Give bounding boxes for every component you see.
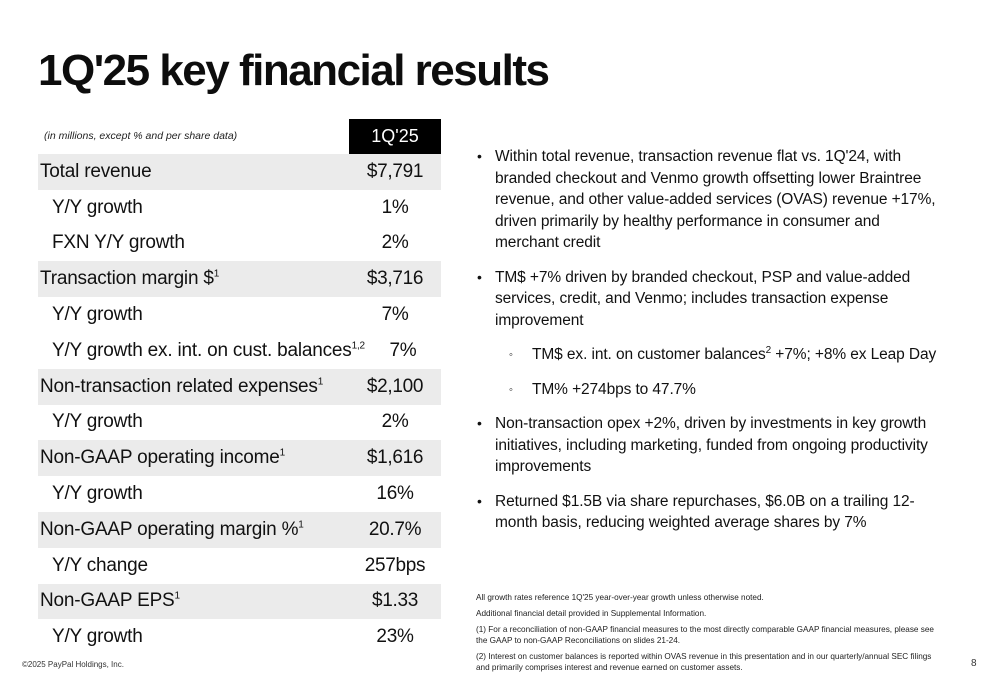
table-units-note: (in millions, except % and per share dat…	[44, 130, 238, 142]
bullet-text: Non-transaction opex +2%, driven by inve…	[495, 415, 928, 475]
row-label: Y/Y growth	[52, 196, 143, 218]
footnote-ref: 1	[298, 519, 304, 531]
bullet-text: TM$ +7% driven by branded checkout, PSP …	[495, 268, 911, 329]
table-row: Y/Y growth ex. int. on cust. balances1,2…	[38, 333, 441, 369]
footnote-ref: 1	[213, 268, 220, 280]
table-row: Y/Y growth 16%	[38, 476, 441, 512]
bullet-dot: •	[477, 415, 482, 431]
row-value: 20.7%	[368, 518, 422, 540]
bullet-share-repurchases: • Returned $1.5B via share repurchases, …	[474, 491, 944, 534]
row-label: Transaction margin $	[40, 268, 214, 290]
sub-bullet-dot: ◦	[509, 349, 513, 361]
row-label-group: Non-GAAP operating income1	[38, 447, 285, 469]
sub-bullet-customer-balances: ◦ TM$ ex. int. on customer balances2 +7%…	[474, 344, 944, 366]
row-value: $1.33	[371, 590, 419, 612]
footnote-supplemental: Additional financial detail provided in …	[476, 609, 707, 618]
row-value: 2%	[381, 411, 409, 433]
commentary-bullets: • Within total revenue, transaction reve…	[474, 146, 944, 547]
table-row: Non-transaction related expenses1 $2,100	[38, 368, 441, 405]
bullet-text: TM$ ex. int. on customer balances	[532, 346, 766, 363]
row-label-group: Non-GAAP EPS1	[38, 590, 180, 612]
table-row: Non-GAAP operating margin %1 20.7%	[38, 511, 441, 548]
bullet-text: TM% +274bps to 47.7%	[532, 380, 696, 398]
row-value: 7%	[389, 339, 417, 361]
footnote-ref: 1,2	[351, 340, 366, 352]
sub-bullet-tm-percent: ◦ TM% +274bps to 47.7%	[474, 379, 944, 401]
footnote-ref: 1	[279, 447, 286, 459]
row-value: $3,716	[366, 268, 424, 290]
sub-bullet-dot: ◦	[509, 383, 513, 396]
row-label: Y/Y growth	[52, 411, 143, 433]
bullet-transaction-margin: • TM$ +7% driven by branded checkout, PS…	[474, 267, 944, 332]
row-label-group: Non-transaction related expenses1	[38, 376, 323, 398]
table-row: Non-GAAP EPS1 $1.33	[38, 583, 441, 620]
row-value: $1,616	[366, 447, 424, 469]
row-label-group: Transaction margin $1	[38, 268, 219, 290]
table-row: Y/Y growth 1%	[38, 190, 441, 226]
row-value: 1%	[381, 196, 409, 218]
row-value: 23%	[376, 626, 414, 648]
copyright: ©2025 PayPal Holdings, Inc.	[22, 660, 124, 669]
row-label: Y/Y growth	[52, 483, 143, 505]
row-value: 16%	[376, 483, 414, 505]
period-column-header: 1Q'25	[349, 119, 441, 154]
row-label: Total revenue	[40, 160, 152, 182]
bullet-dot: •	[477, 148, 482, 164]
row-label-group: Non-GAAP operating margin %1	[38, 519, 304, 541]
bullet-revenue: • Within total revenue, transaction reve…	[474, 146, 944, 254]
table-header: (in millions, except % and per share dat…	[38, 117, 441, 154]
table-row: FXN Y/Y growth 2%	[38, 226, 441, 262]
table-row: Y/Y growth 23%	[38, 619, 441, 655]
footnote-2: (2) Interest on customer balances is rep…	[476, 652, 932, 672]
row-label-group: Y/Y growth ex. int. on cust. balances1,2	[38, 340, 365, 362]
row-value: $7,791	[366, 160, 424, 182]
row-label: Y/Y growth	[52, 304, 143, 326]
row-label: Non-transaction related expenses	[40, 375, 318, 397]
bullet-text: Returned $1.5B via share repurchases, $6…	[495, 492, 915, 532]
row-label: Non-GAAP EPS	[40, 590, 175, 612]
footnote-ref: 1	[174, 591, 181, 603]
footnote-ref: 1	[317, 376, 324, 388]
row-label: Non-GAAP operating margin %	[40, 518, 299, 540]
footnote-1: (1) For a reconciliation of non-GAAP fin…	[476, 625, 934, 645]
page-number: 8	[971, 658, 977, 669]
row-value: 2%	[381, 232, 409, 254]
row-label: Y/Y change	[52, 554, 148, 576]
bullet-dot: •	[477, 268, 482, 285]
footnote-ref: 2	[765, 344, 772, 356]
row-label: FXN Y/Y growth	[52, 232, 185, 254]
row-label: Y/Y growth ex. int. on cust. balances	[52, 339, 352, 361]
table-row: Y/Y growth 7%	[38, 297, 441, 333]
bullet-dot: •	[477, 492, 482, 509]
footnote-growth-rates: All growth rates reference 1Q'25 year-ov…	[476, 593, 764, 602]
table-row: Transaction margin $1 $3,716	[38, 261, 441, 298]
row-value: $2,100	[366, 375, 424, 397]
row-value: 7%	[381, 304, 409, 326]
financial-results-table: (in millions, except % and per share dat…	[38, 117, 441, 655]
row-value: 257bps	[364, 554, 426, 576]
footnotes: All growth rates reference 1Q'25 year-ov…	[476, 592, 946, 678]
row-label: Y/Y growth	[52, 626, 143, 648]
table-row: Total revenue $7,791	[38, 154, 441, 190]
table-body: Total revenue $7,791 Y/Y growth 1% FXN Y/Y g…	[38, 154, 441, 655]
bullet-text: +7%; +8% ex Leap Day	[771, 346, 937, 363]
page-title: 1Q'25 key financial results	[38, 46, 550, 95]
table-row: Y/Y growth 2%	[38, 405, 441, 441]
row-label: Non-GAAP operating income	[40, 447, 280, 469]
bullet-opex: • Non-transaction opex +2%, driven by in…	[474, 413, 944, 478]
table-row: Non-GAAP operating income1 $1,616	[38, 440, 441, 477]
bullet-text: Within total revenue, transaction revenu…	[495, 148, 936, 251]
table-row: Y/Y change 257bps	[38, 548, 441, 584]
